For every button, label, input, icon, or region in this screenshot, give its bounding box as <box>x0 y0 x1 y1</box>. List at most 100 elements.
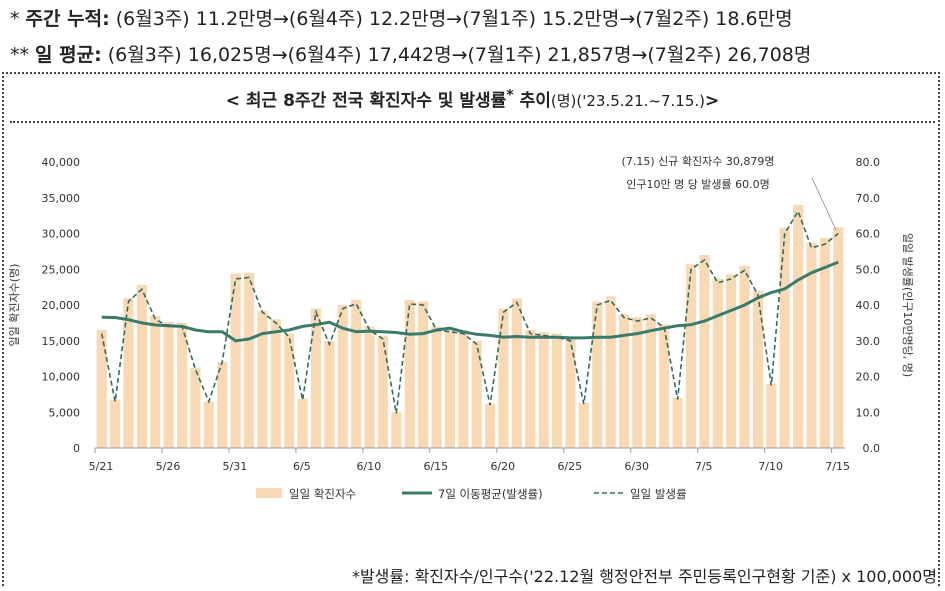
chart-title-close: > <box>705 91 720 111</box>
chart-title-unit: (명) <box>550 92 577 110</box>
bar-day-24 <box>404 300 415 448</box>
daily-average-summary: ** 일 평균: (6월3주) 16,025명→(6월4주) 17,442명→(… <box>10 40 811 67</box>
bar-day-19 <box>337 305 348 448</box>
weekly-total-label: 주간 누적: <box>25 8 110 30</box>
bar-day-11 <box>230 273 241 448</box>
y-tick-label: 20,000 <box>42 299 81 312</box>
bar-day-45 <box>685 264 697 448</box>
chart-title-suffix: 추이 <box>513 91 551 111</box>
bar-day-8 <box>190 367 201 448</box>
bar-day-51 <box>766 383 777 448</box>
bar-day-20 <box>351 300 362 448</box>
y2-tick-label: 0.0 <box>863 442 881 455</box>
bar-day-17 <box>310 308 322 448</box>
x-tick-label: 6/25 <box>557 460 582 473</box>
bar-day-35 <box>551 333 563 448</box>
y2-axis-label: 일일 발생률(인구10만명당, 명) <box>901 233 915 377</box>
x-tick-label: 5/21 <box>89 460 114 473</box>
bar-day-56 <box>833 227 844 448</box>
bar-day-46 <box>699 254 710 448</box>
legend: 일일 확진자수 7일 이동평균(발생률) 일일 발생률 <box>256 487 687 501</box>
y2-tick-label: 30.0 <box>856 335 881 348</box>
bar-day-53 <box>793 204 804 448</box>
bar-day-32 <box>511 298 522 448</box>
x-tick-label: 6/30 <box>624 460 649 473</box>
bar-day-48 <box>726 274 737 448</box>
y-tick-label: 25,000 <box>42 263 81 276</box>
x-tick-label: 7/5 <box>695 460 713 473</box>
bar-day-4 <box>136 284 147 448</box>
x-tick-label: 6/20 <box>490 460 515 473</box>
bar-day-22 <box>377 335 389 448</box>
x-tick-label: 5/31 <box>223 460 248 473</box>
bar-day-41 <box>632 317 643 448</box>
bar-day-34 <box>538 332 549 448</box>
title-divider <box>10 121 935 123</box>
bar-day-36 <box>565 337 576 448</box>
bar-day-10 <box>217 362 228 448</box>
y2-tick-label: 80.0 <box>856 156 881 169</box>
legend-moving-average: 7일 이동평균(발생률) <box>438 487 543 501</box>
y2-tick-label: 40.0 <box>856 299 881 312</box>
x-tick-label: 6/10 <box>357 460 382 473</box>
bar-day-43 <box>659 324 670 448</box>
bar-day-33 <box>525 330 536 448</box>
weekly-total-values: (6월3주) 11.2만명→(6월4주) 12.2만명→(7월1주) 15.2만… <box>115 8 793 30</box>
single-asterisk: * <box>10 8 20 30</box>
chart-title-period: ('23.5.21.~7.15.) <box>576 92 705 110</box>
bar-day-52 <box>779 227 790 448</box>
y-tick-label: 30,000 <box>42 228 81 241</box>
y2-tick-label: 10.0 <box>856 406 881 419</box>
bar-day-7 <box>176 322 188 449</box>
bar-day-18 <box>324 340 335 448</box>
bar-day-29 <box>471 340 482 448</box>
bar-day-54 <box>806 242 817 448</box>
bar-day-40 <box>618 314 630 448</box>
chart-title-star: * <box>506 87 514 104</box>
bar-day-55 <box>819 237 830 448</box>
bar-day-27 <box>444 327 455 448</box>
double-asterisk: ** <box>10 44 29 66</box>
bar-day-12 <box>243 272 255 448</box>
annotation-line-2: 인구10만 명 당 발생률 60.0명 <box>626 178 770 191</box>
x-tick-label: 5/26 <box>156 460 181 473</box>
bar-day-23 <box>391 412 402 448</box>
bar-day-31 <box>498 308 509 448</box>
y-tick-label: 0 <box>73 442 80 455</box>
bar-day-47 <box>712 278 723 448</box>
y2-tick-label: 20.0 <box>856 371 881 384</box>
bar-day-16 <box>297 398 308 448</box>
x-tick-label: 6/5 <box>293 460 311 473</box>
bar-day-6 <box>163 322 174 448</box>
x-tick-label: 7/15 <box>825 460 850 473</box>
x-tick-label: 6/15 <box>423 460 448 473</box>
bar-day-15 <box>284 333 295 448</box>
chart-frame <box>2 72 940 586</box>
daily-rate-line <box>100 209 839 414</box>
legend-daily-cases: 일일 확진자수 <box>289 487 356 501</box>
bar-day-38 <box>592 301 603 448</box>
bar-day-39 <box>605 296 616 448</box>
annotation-leader <box>811 177 837 231</box>
bar-day-44 <box>672 397 683 448</box>
bar-day-21 <box>364 326 375 448</box>
y-tick-label: 40,000 <box>42 156 81 169</box>
daily-average-values: (6월3주) 16,025명→(6월4주) 17,442명→(7월1주) 21,… <box>107 44 812 66</box>
y-tick-label: 35,000 <box>42 192 81 205</box>
legend-daily-rate: 일일 발생률 <box>630 487 687 501</box>
y2-tick-label: 70.0 <box>856 192 881 205</box>
legend-bar-swatch <box>256 488 282 498</box>
y-axis-label: 일일 확진자수(명) <box>7 264 21 347</box>
bar-day-42 <box>645 314 656 448</box>
bar-day-5 <box>150 315 161 448</box>
annotation-line-1: (7.15) 신규 확진자수 30,879명 <box>622 155 775 168</box>
x-tick-label: 7/10 <box>758 460 783 473</box>
bar-day-28 <box>458 330 469 448</box>
y2-tick-label: 60.0 <box>856 228 881 241</box>
y-tick-label: 5,000 <box>49 406 81 419</box>
y-tick-label: 10,000 <box>42 371 81 384</box>
footnote: *발생률: 확진자수/인구수('22.12월 행정안전부 주민등록인구현황 기준… <box>351 567 937 586</box>
bar-day-9 <box>203 401 214 448</box>
bar-day-50 <box>752 290 764 448</box>
